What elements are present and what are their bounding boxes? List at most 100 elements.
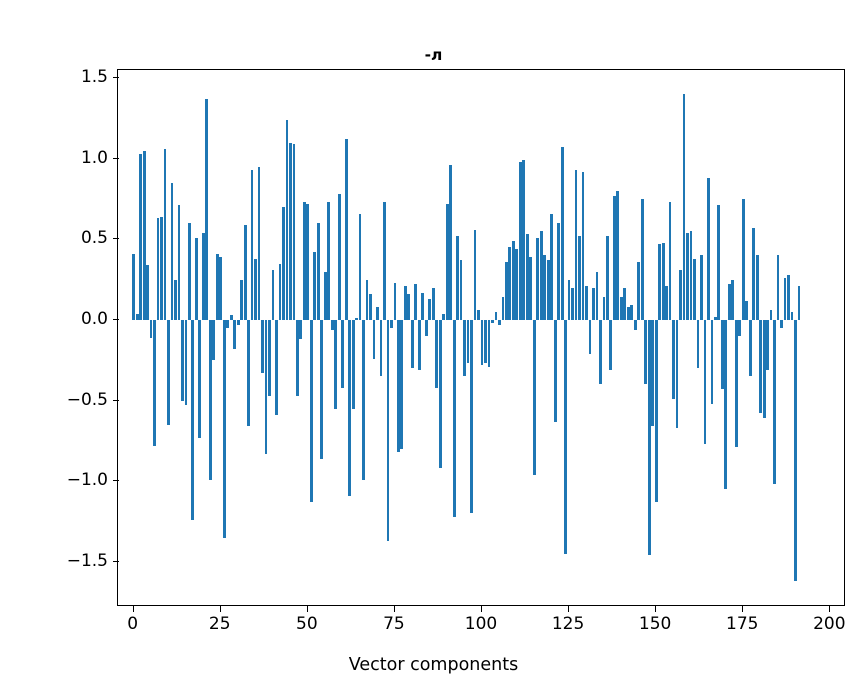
x-tick-label: 100 [464,614,498,634]
bar [748,319,752,377]
x-tick-label: 125 [551,614,585,634]
bar [163,149,167,320]
bar [588,319,592,354]
bar-series-container [118,70,844,605]
bar [181,319,184,401]
bar [295,319,299,396]
bar [675,319,679,428]
bar [518,161,522,320]
bar [142,150,146,320]
bar [351,319,355,409]
bar [191,319,195,520]
x-tick-mark [481,606,483,612]
bar [327,202,331,320]
bar [403,286,407,320]
bar [654,319,658,503]
bar [313,252,317,320]
bar [546,260,550,320]
bar [330,319,334,330]
bar [727,284,731,320]
bar [174,279,177,320]
bar [612,195,616,320]
bar [393,282,397,320]
y-tick-mark [113,480,119,482]
bar [703,319,707,445]
bar [504,261,508,320]
bar [720,319,724,390]
chart-title-line-1: -л [424,46,443,64]
bar [633,319,637,330]
bar [135,313,139,320]
bar [201,232,205,320]
bar [466,319,470,364]
y-tick-label: 1.5 [80,67,108,88]
bar [532,319,536,475]
bar [522,160,526,320]
y-tick-mark [113,238,119,240]
bar [689,231,693,320]
bar [348,319,352,496]
bar [745,300,749,320]
bar [410,319,414,369]
x-tick-label: 25 [208,614,231,634]
bar [644,319,648,385]
bar [571,287,574,320]
bar [487,319,491,367]
bar [156,218,160,320]
bar [188,223,191,320]
bar [776,255,780,320]
bar [658,244,662,320]
bar [647,319,651,556]
bar [278,263,282,320]
bar [696,319,700,369]
bar [243,224,247,320]
bar [710,319,714,404]
bar [275,319,278,416]
bar [215,253,219,320]
bar [595,271,599,320]
bar [397,319,400,453]
x-tick-label: 200 [813,614,846,634]
x-tick-mark [568,606,570,612]
y-tick-label: −1.0 [66,470,108,491]
bar [515,249,519,320]
bar [651,319,655,427]
bar [463,319,466,377]
bar [146,265,149,320]
bar [693,258,696,320]
bar [264,319,268,454]
bar [362,319,365,480]
bar [459,260,463,320]
bar [668,202,672,320]
bar [623,287,627,320]
y-tick-mark [113,318,119,321]
bar [320,319,324,459]
bar [233,319,237,349]
x-tick-label: 175 [726,614,759,634]
bar [484,319,487,364]
bar [717,205,721,320]
bar [557,223,561,320]
x-tick-mark [306,606,308,612]
bar [501,297,505,320]
x-tick-label: 0 [127,614,139,634]
bar [599,319,602,385]
y-tick-mark [113,77,119,79]
bar [306,203,310,320]
bar [316,223,320,320]
bar [400,319,404,449]
bar [282,207,285,320]
bar [700,255,703,320]
bar [222,319,226,538]
bar [365,279,369,320]
y-tick-mark [113,157,119,159]
bar [661,242,665,320]
y-tick-mark [113,560,119,562]
bar [271,269,275,320]
bar [417,319,421,370]
bar [407,294,411,320]
bar [619,297,623,320]
bar [560,147,564,320]
bar [208,319,212,480]
bar [550,213,554,320]
